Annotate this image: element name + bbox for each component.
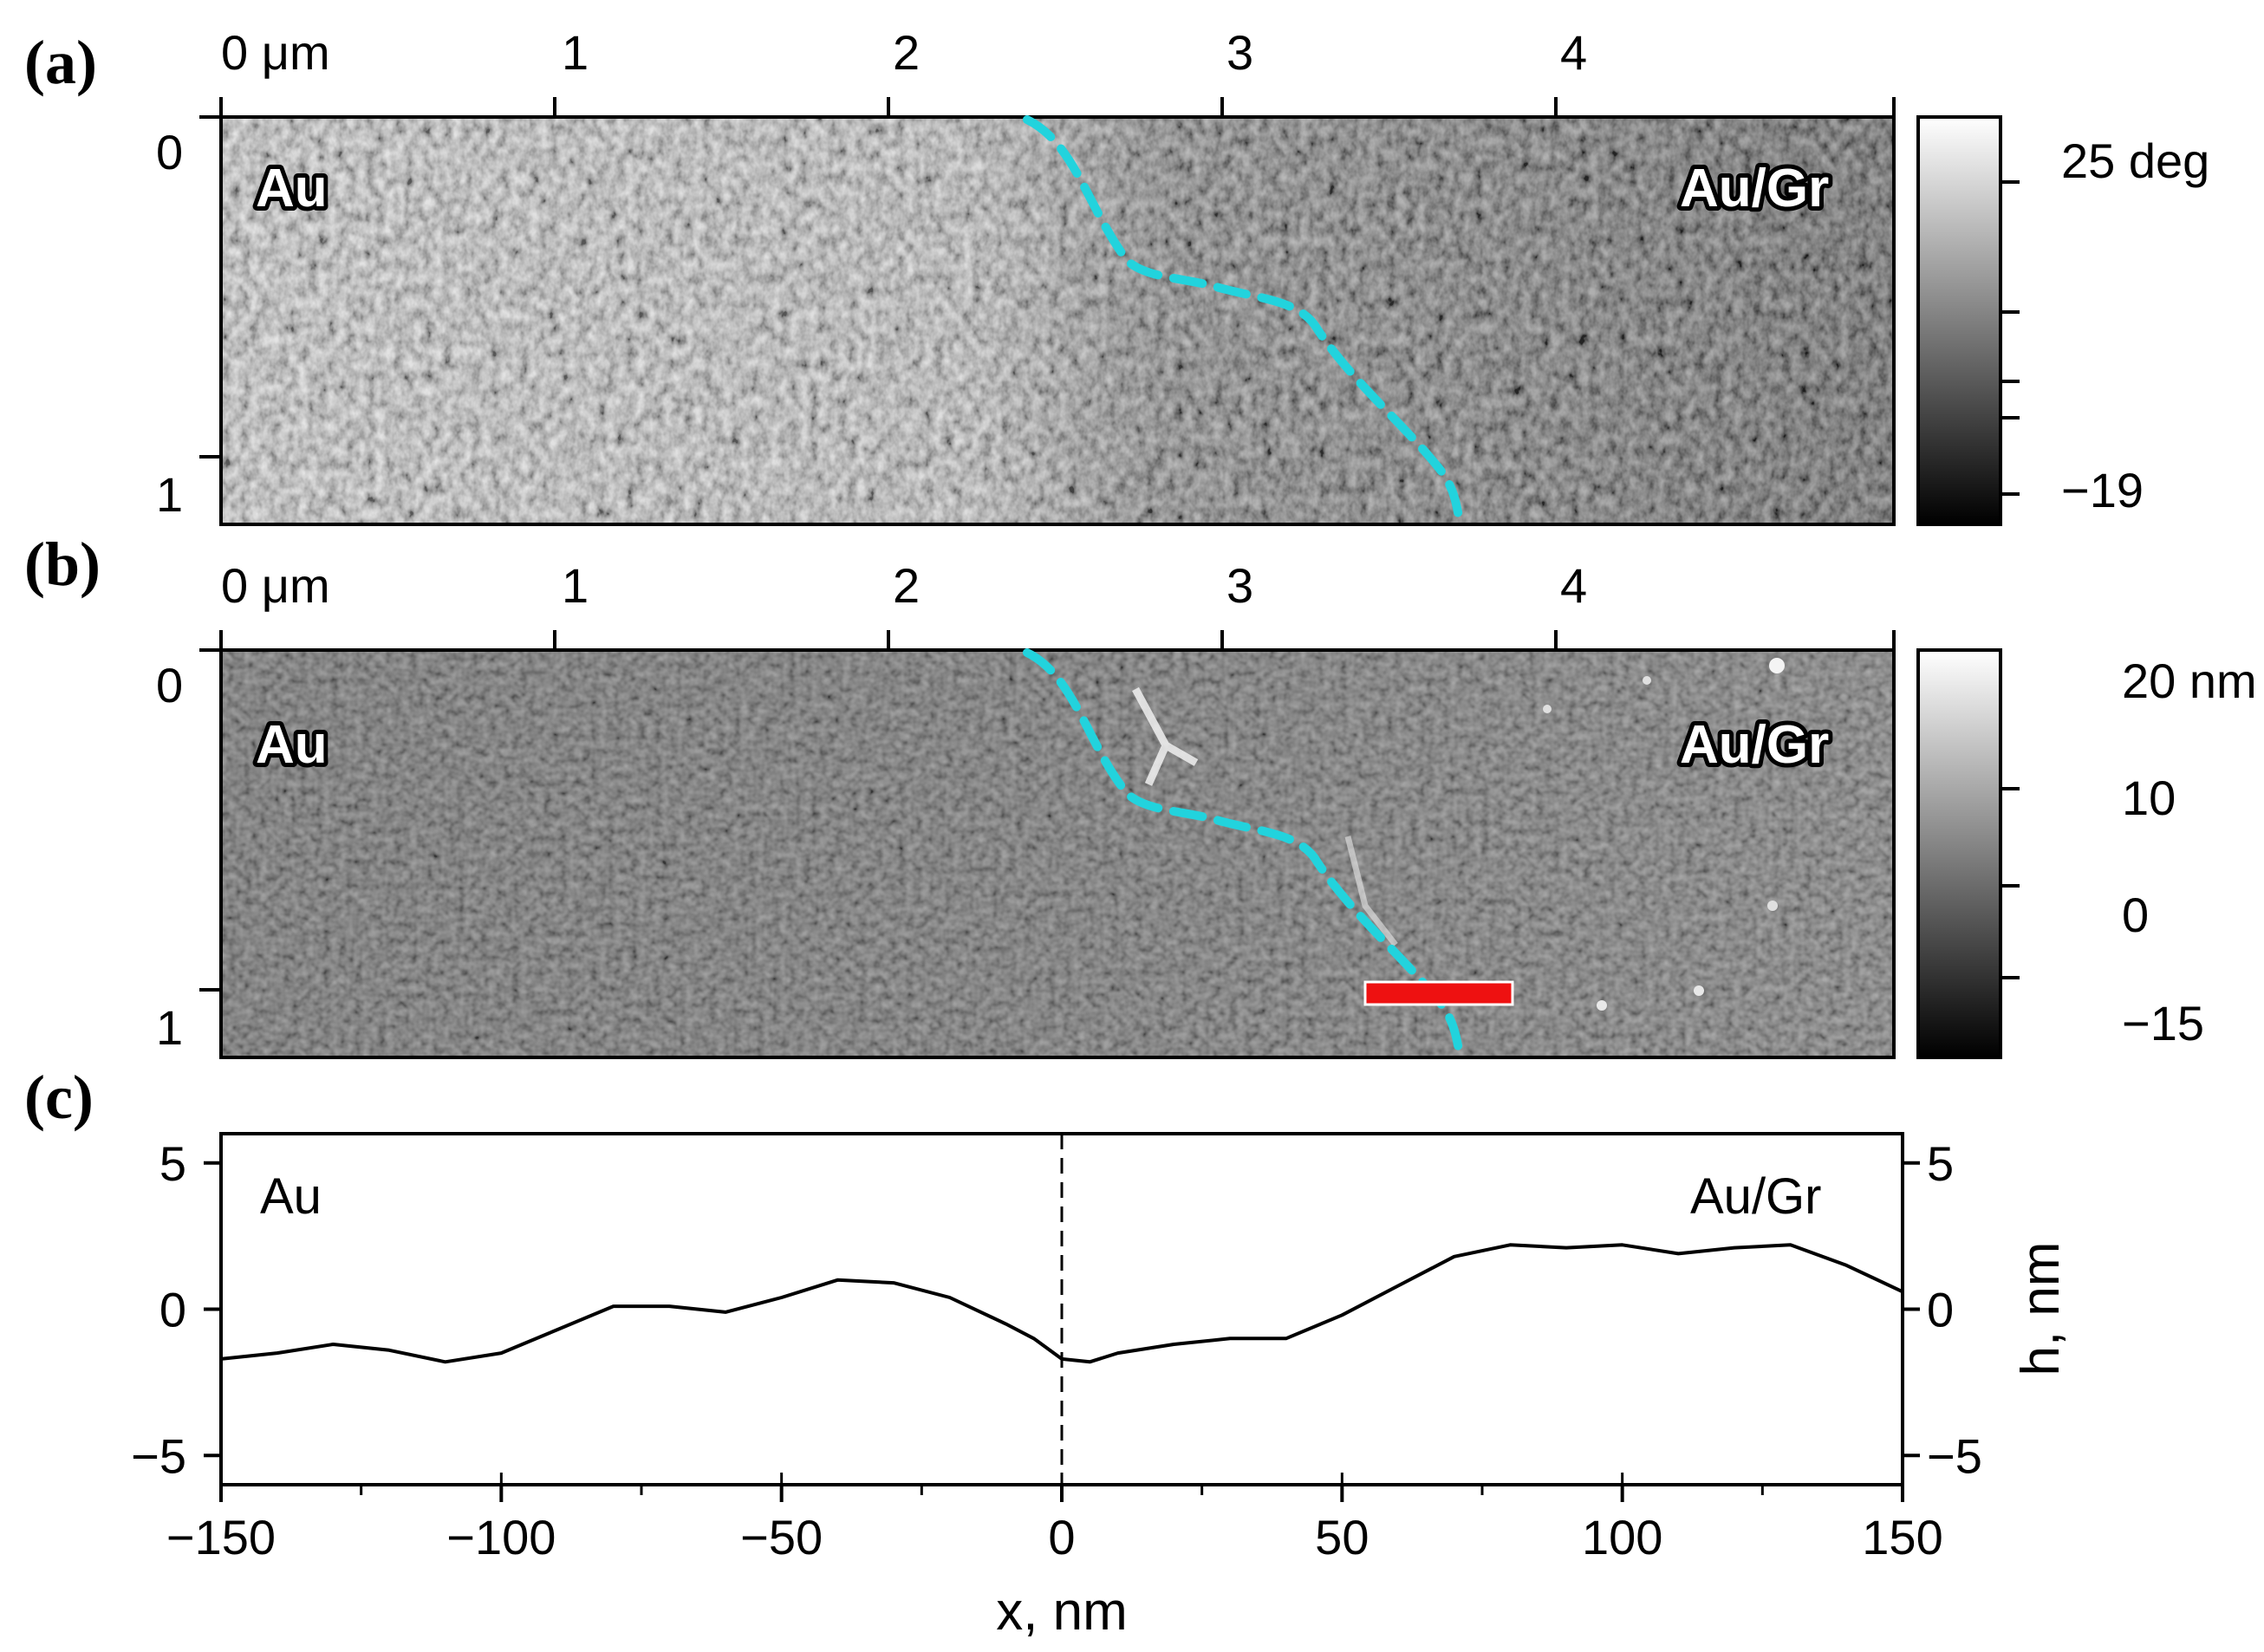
panel-c-x-axis-title: x, nm [996, 1582, 1128, 1642]
panel-a-boundary-line [1023, 115, 1465, 529]
panel-a-region-augr: Au/Gr [1680, 159, 1829, 218]
panel-c-x-tick-label: 150 [1862, 1510, 1942, 1564]
panel-b-x-tick-2: 2 [893, 558, 920, 613]
panel-b-image [221, 650, 1894, 1057]
panel-b-x-tick-4: 4 [1560, 558, 1587, 613]
panel-b: (b) 0 μm 1 2 3 4 [24, 530, 2257, 1062]
panel-a-x-tick-2: 2 [893, 25, 920, 80]
panel-b-x-axis: 0 μm 1 2 3 4 [219, 558, 1896, 652]
panel-c-y-tick-label-right: −5 [1927, 1428, 1982, 1483]
panel-a-x-tick-1: 1 [562, 25, 589, 80]
panel-b-y-tick-1: 1 [156, 1000, 183, 1055]
panel-b-profile-marker [1363, 980, 1514, 1006]
panel-c-y-tick-label-left: 5 [159, 1136, 186, 1191]
panel-b-colorbar-label-0: 20 nm [2122, 654, 2257, 708]
panel-c-y-tick-label-left: −5 [131, 1428, 186, 1483]
panel-a-colorbar-max-label: 25 deg [2061, 133, 2209, 188]
panel-b-region-augr: Au/Gr [1680, 715, 1829, 775]
panel-a-y-axis: 0 1 [156, 115, 221, 522]
panel-b-x-tick-3: 3 [1226, 558, 1253, 613]
panel-c-y-axis-title: h, nm [2011, 1241, 2071, 1376]
panel-c-region-au: Au [260, 1168, 322, 1225]
panel-a-colorbar: 25 deg −19 [1916, 115, 2209, 526]
panel-a-y-tick-1: 1 [156, 467, 183, 522]
panel-a-colorbar-min-label: −19 [2061, 463, 2144, 517]
panel-b-y-axis: 0 1 [156, 648, 221, 1055]
panel-c-region-augr: Au/Gr [1690, 1168, 1822, 1225]
panel-c-x-tick-label: 50 [1315, 1510, 1369, 1564]
panel-b-colorbar: 20 nm 10 0 −15 [1916, 648, 2257, 1059]
panel-a: (a) 0 μm 1 2 3 4 0 1 Au [24, 25, 2209, 529]
panel-a-x-axis: 0 μm 1 2 3 4 [219, 25, 1896, 119]
panel-c-label: (c) [24, 1063, 94, 1132]
panel-c-y-tick-label-right: 5 [1927, 1136, 1954, 1191]
panel-b-y-tick-0: 0 [156, 658, 183, 712]
panel-c-x-tick-label: −100 [446, 1510, 556, 1564]
panel-a-label: (a) [24, 28, 97, 97]
panel-c-x-tick-label: 0 [1048, 1510, 1075, 1564]
panel-a-region-au: Au [256, 159, 328, 218]
panel-b-x-tick-1: 1 [562, 558, 589, 613]
panel-b-colorbar-label-2: 0 [2122, 888, 2149, 942]
panel-b-label: (b) [24, 530, 101, 599]
panel-b-colorbar-label-1: 10 [2122, 771, 2176, 825]
panel-c-y-tick-label-left: 0 [159, 1283, 186, 1337]
panel-c-x-tick-label: 100 [1582, 1510, 1662, 1564]
panel-a-x-tick-4: 4 [1560, 25, 1587, 80]
panel-a-x-tick-3: 3 [1226, 25, 1253, 80]
panel-a-y-tick-0: 0 [156, 125, 183, 179]
panel-c-x-tick-label: −150 [166, 1510, 276, 1564]
panel-c-series-line [220, 1243, 1903, 1364]
panel-b-colorbar-label-3: −15 [2122, 996, 2204, 1050]
panel-b-region-au: Au [256, 715, 328, 775]
panel-a-x-tick-0: 0 μm [221, 25, 330, 80]
panel-c-y-tick-label-right: 0 [1927, 1283, 1954, 1337]
panel-c-x-tick-label: −50 [740, 1510, 823, 1564]
panel-b-x-tick-0: 0 μm [221, 558, 330, 613]
panel-a-image [221, 117, 1894, 524]
